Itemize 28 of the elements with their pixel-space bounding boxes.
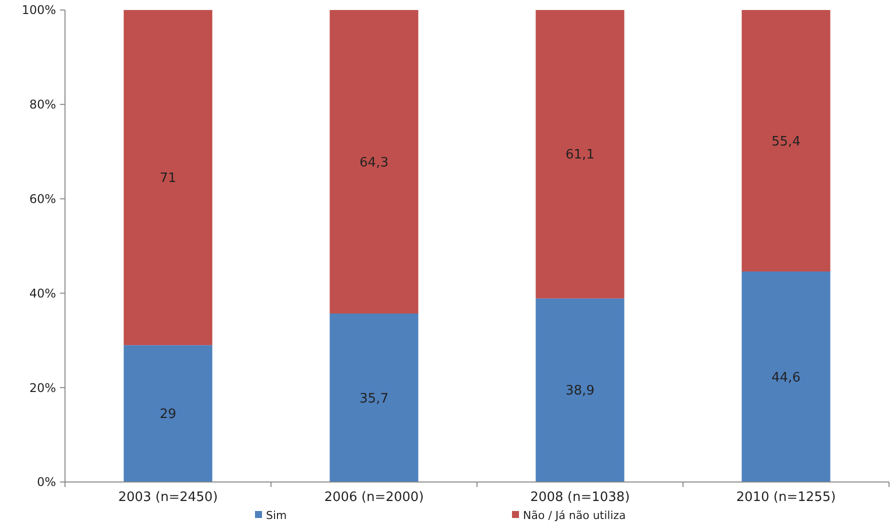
data-label: 61,1 [566, 148, 594, 163]
bar [742, 10, 830, 272]
y-tick-label: 60% [29, 192, 56, 206]
y-tick-label: 100% [22, 3, 56, 18]
data-label: 38,9 [566, 384, 594, 399]
legend-label: Sim [266, 508, 287, 522]
legend-label: Não / Já não utiliza [523, 508, 626, 522]
data-label: 35,7 [360, 391, 388, 406]
y-tick-label: 0% [36, 475, 56, 490]
x-tick-label: 2008 (n=1038) [530, 490, 630, 505]
bar [124, 345, 212, 482]
data-label: 71 [160, 171, 176, 186]
y-tick-label: 80% [29, 98, 56, 112]
x-tick-label: 2010 (n=1255) [736, 490, 836, 505]
x-tick-label: 2003 (n=2450) [118, 490, 218, 505]
data-label: 55,4 [772, 134, 800, 150]
x-tick-label: 2006 (n=2000) [324, 490, 424, 505]
bar [536, 298, 624, 482]
bar [742, 271, 830, 482]
bar [124, 10, 212, 346]
bar [330, 313, 418, 482]
data-label: 64,3 [360, 155, 388, 170]
y-tick-label: 40% [29, 286, 56, 300]
y-tick-label: 20% [29, 380, 56, 395]
bar [330, 10, 418, 314]
bar [536, 10, 624, 298]
data-label: 29 [160, 407, 176, 422]
data-label: 44,6 [772, 370, 800, 386]
